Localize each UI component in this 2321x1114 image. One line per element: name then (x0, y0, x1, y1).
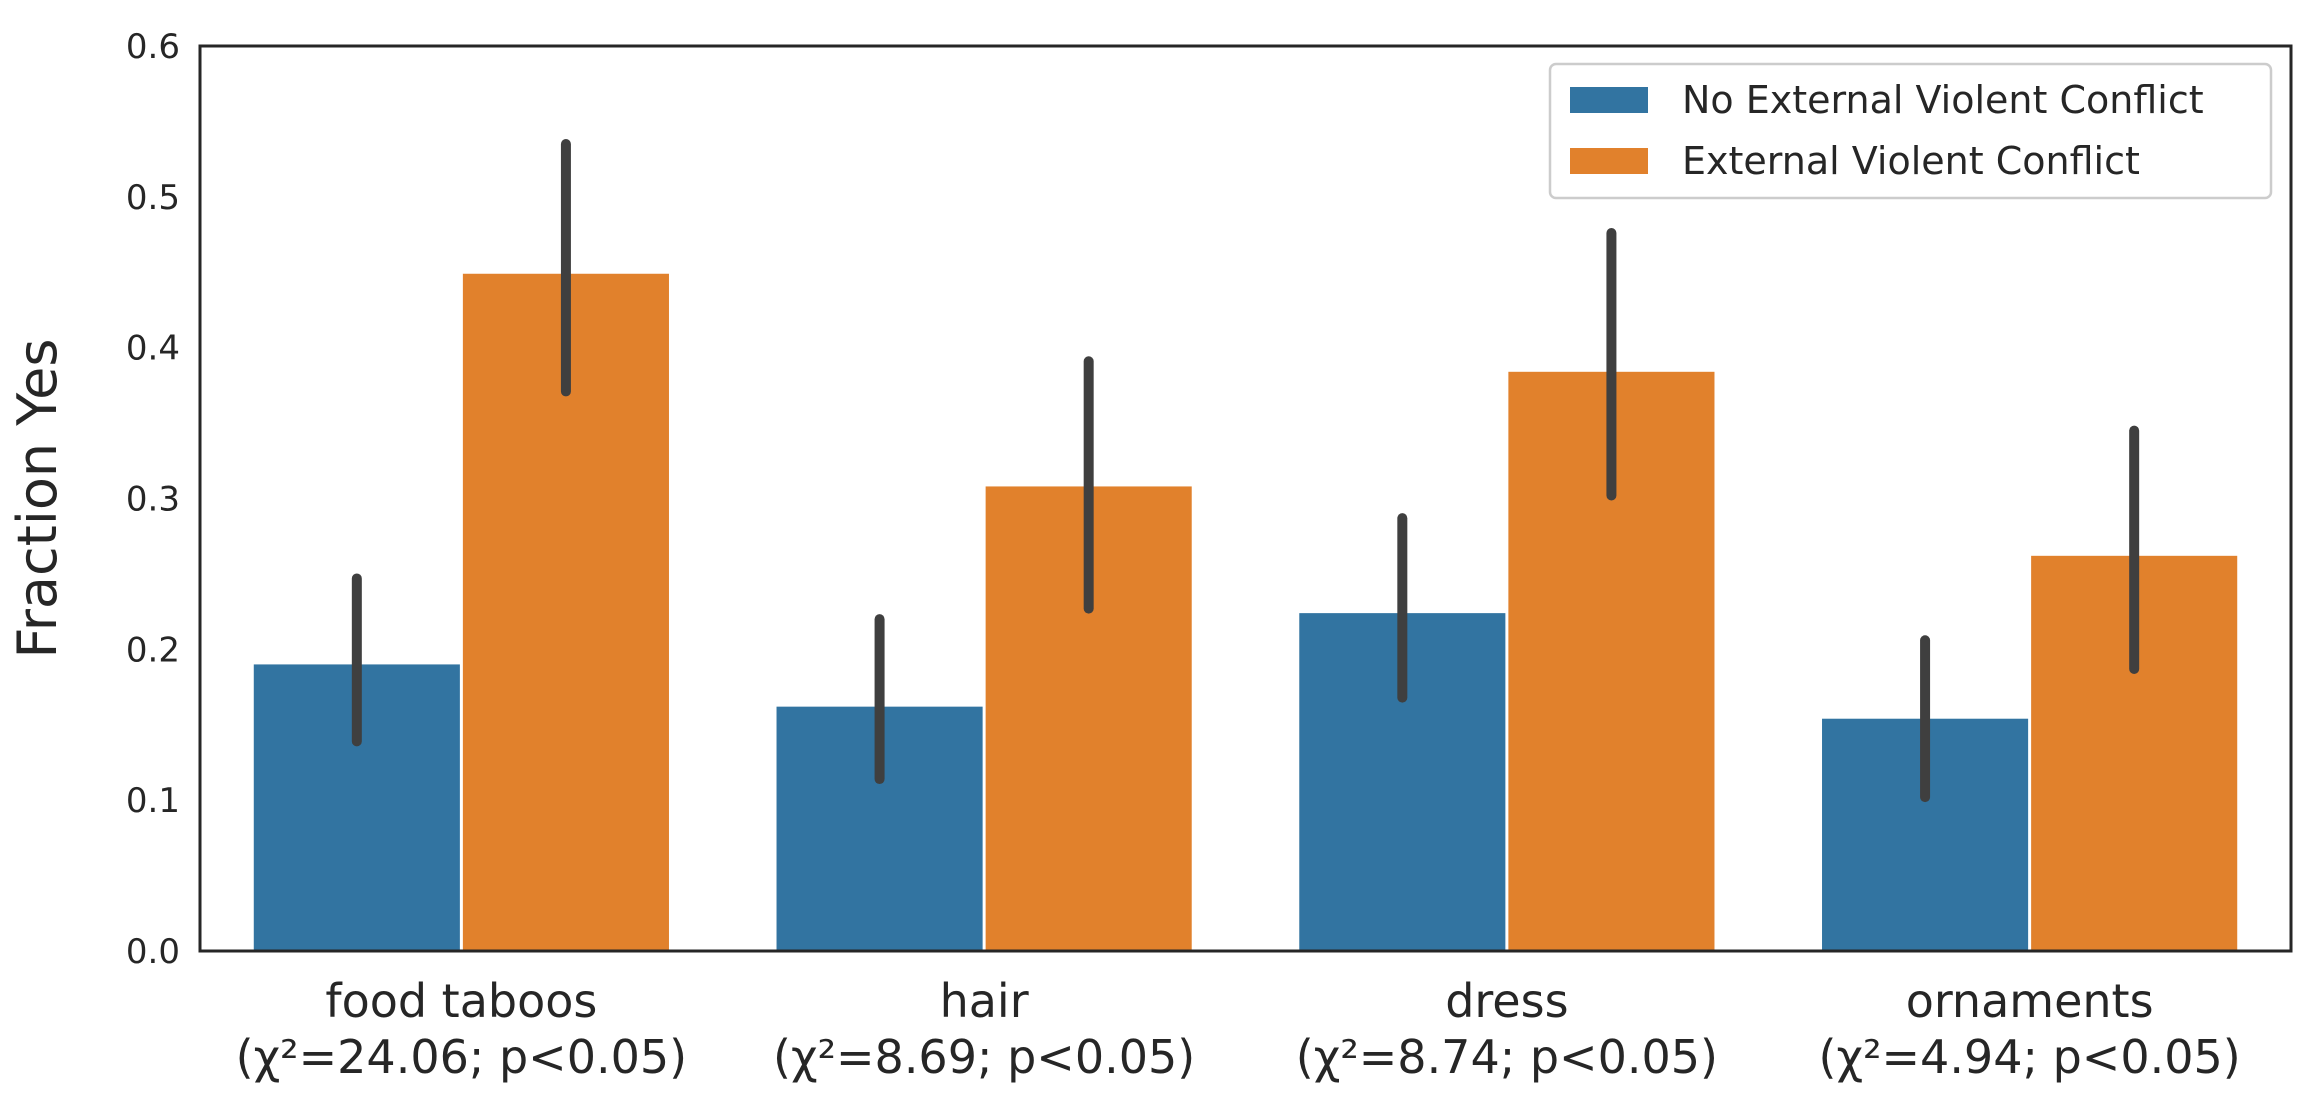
x-category-stat: (χ²=8.74; p<0.05) (1296, 1030, 1718, 1084)
y-tick-label: 0.0 (126, 932, 180, 972)
x-category-label: dress (1445, 974, 1568, 1028)
legend-label: No External Violent Conflict (1682, 78, 2204, 122)
legend-label: External Violent Conflict (1682, 139, 2140, 183)
y-axis: 0.0 0.1 0.2 0.3 0.4 0.5 0.6 (126, 27, 180, 972)
y-tick-label: 0.5 (126, 178, 180, 218)
y-tick-label: 0.1 (126, 781, 180, 821)
legend-swatch (1570, 148, 1648, 174)
legend-entries: No External Violent Conflict External Vio… (1570, 78, 2204, 183)
x-category-stat: (χ²=8.69; p<0.05) (773, 1030, 1195, 1084)
y-tick-label: 0.3 (126, 480, 180, 520)
x-category-label: hair (940, 974, 1029, 1028)
bars-layer (253, 273, 2238, 952)
legend-swatch (1570, 87, 1648, 113)
x-category-stat: (χ²=4.94; p<0.05) (1819, 1030, 2241, 1084)
error-bars-layer (351, 139, 2140, 803)
x-category-label: ornaments (1906, 974, 2154, 1028)
x-category-stat: (χ²=24.06; p<0.05) (236, 1030, 687, 1084)
x-category-label: food taboos (325, 974, 597, 1028)
plot-area-frame (198, 44, 2293, 953)
y-tick-label: 0.6 (126, 27, 180, 67)
legend-box (1548, 62, 2273, 200)
y-axis-title: Fraction Yes (6, 339, 69, 659)
y-tick-label: 0.4 (126, 329, 180, 369)
x-axis: food taboos(χ²=24.06; p<0.05) hair(χ²=8.6… (236, 974, 2241, 1084)
y-tick-label: 0.2 (126, 630, 180, 670)
legend: No External Violent Conflict External Vio… (1548, 62, 2273, 200)
